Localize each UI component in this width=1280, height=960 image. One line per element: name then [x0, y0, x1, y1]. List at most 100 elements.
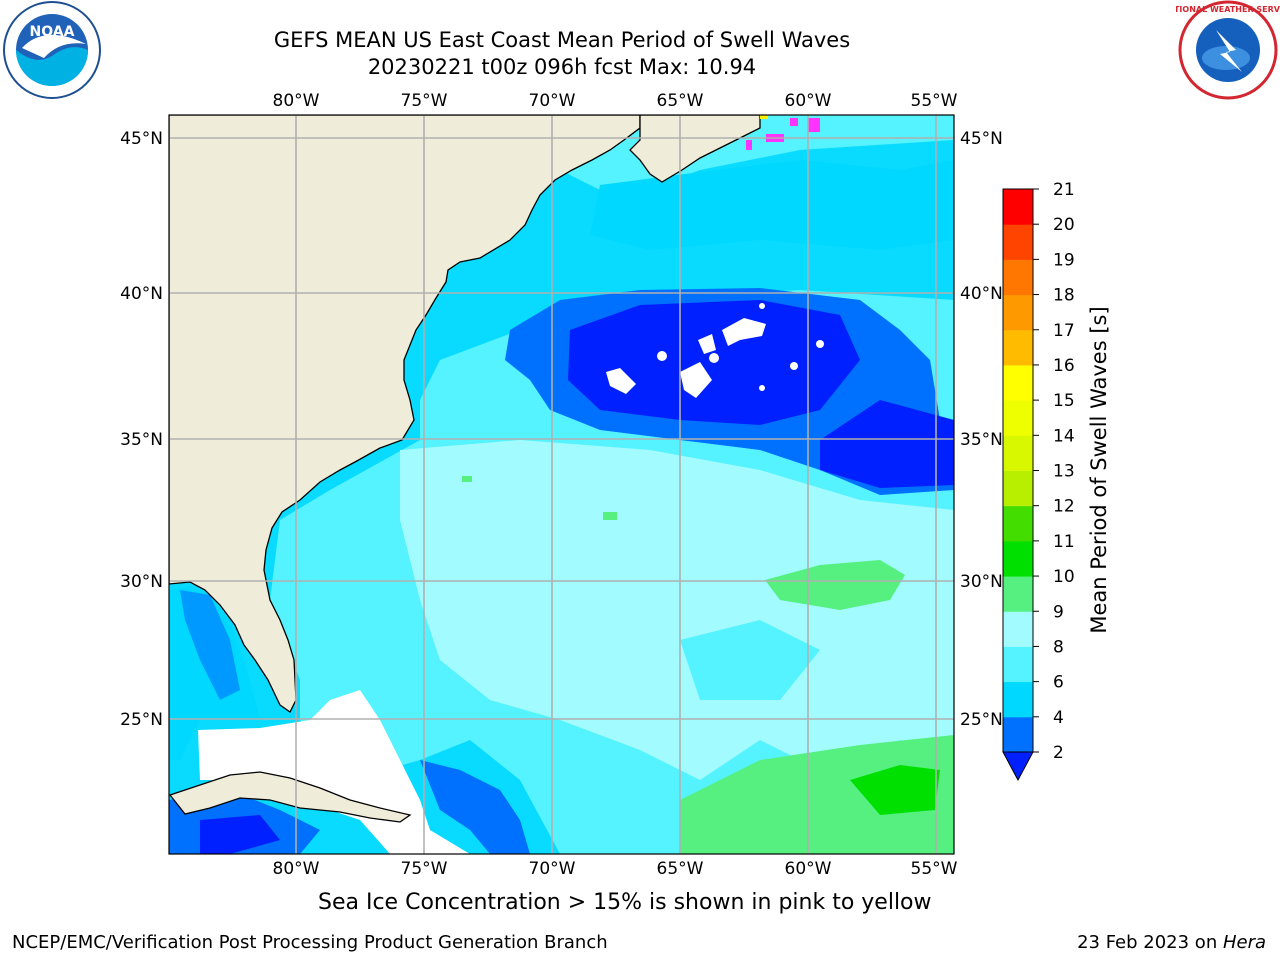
lat-tick-right: 45°N	[960, 129, 1003, 149]
lat-axis: 45°N 40°N 35°N 30°N 25°N 45°N 40°N 35°N …	[120, 129, 1003, 730]
lat-tick-left: 25°N	[120, 710, 163, 730]
field-10-11s-south	[850, 765, 940, 815]
lat-tick-right: 30°N	[960, 572, 1003, 592]
lon-tick-bottom: 55°W	[911, 859, 958, 879]
colorbar-bin	[1003, 681, 1033, 718]
field-blank	[816, 340, 824, 348]
run-date-text: 23 Feb 2023 on	[1077, 932, 1223, 953]
map-field	[169, 115, 954, 854]
field-caribbean-core	[200, 815, 280, 854]
field-blank	[759, 303, 765, 309]
lon-tick-top: 70°W	[529, 91, 576, 111]
colorbar-bin	[1003, 400, 1033, 436]
sea-ice-cell	[790, 118, 798, 126]
colorbar-tick-label: 13	[1053, 462, 1075, 482]
field-8-9s-central	[400, 440, 954, 780]
field-gulf-low	[180, 590, 240, 700]
colorbar-bin	[1003, 576, 1033, 612]
chart-title: GEFS MEAN US East Coast Mean Period of S…	[273, 28, 851, 52]
colorbar-bin	[1003, 435, 1033, 471]
lon-tick-bottom: 60°W	[785, 859, 832, 879]
colorbar-tick-label: 18	[1053, 286, 1075, 306]
lon-tick-bottom: 80°W	[273, 859, 320, 879]
lon-tick-top: 65°W	[657, 91, 704, 111]
colorbar-tick-label: 20	[1053, 215, 1075, 235]
lat-tick-left: 30°N	[120, 572, 163, 592]
colorbar-bin	[1003, 716, 1033, 753]
colorbar-tick-label: 2	[1053, 743, 1064, 763]
colorbar-tick-label: 16	[1053, 356, 1075, 376]
colorbar-label: Mean Period of Swell Waves [s]	[1087, 306, 1111, 633]
sea-ice-cell-yellow	[760, 115, 768, 119]
sea-ice-note: Sea Ice Concentration > 15% is shown in …	[318, 890, 932, 915]
colorbar-extend-triangle	[1002, 751, 1034, 782]
colorbar-bin	[1003, 611, 1033, 647]
lat-tick-left: 45°N	[120, 129, 163, 149]
graticule	[169, 115, 954, 854]
field-9-10s-patch	[765, 560, 905, 610]
colorbar-tick-label: 9	[1053, 602, 1064, 622]
noaa-logo-icon: NOAA	[3, 1, 101, 99]
lon-tick-top: 60°W	[785, 91, 832, 111]
field-blank	[680, 362, 712, 398]
land-cuba	[169, 771, 412, 823]
chart-subtitle: 20230221 t00z 096h fcst Max: 10.94	[367, 55, 757, 79]
colorbar-bin	[1003, 505, 1033, 542]
lon-tick-bottom: 75°W	[401, 859, 448, 879]
colorbar-bin	[1003, 646, 1033, 683]
field-blank	[790, 362, 798, 370]
lat-tick-left: 40°N	[120, 284, 163, 304]
field-blank	[722, 318, 766, 346]
field-blank	[657, 351, 667, 361]
colorbar-tick-label: 19	[1053, 250, 1075, 270]
machine-name: Hera	[1222, 932, 1266, 953]
field-under-2s-east	[820, 400, 954, 488]
colorbar-tick-label: 6	[1053, 673, 1064, 693]
colorbar-tick-label: 11	[1053, 532, 1075, 552]
colorbar-tick-label: 17	[1053, 321, 1075, 341]
lon-axis: 80°W 75°W 70°W 65°W 60°W 55°W 80°W 75°W …	[273, 91, 958, 879]
map-frame	[168, 114, 955, 855]
credit-line: NCEP/EMC/Verification Post Processing Pr…	[12, 932, 608, 953]
lon-tick-top: 80°W	[273, 91, 320, 111]
colorbar-tick-label: 15	[1053, 391, 1075, 411]
sea-ice-cell	[746, 140, 752, 150]
lon-tick-top: 75°W	[401, 91, 448, 111]
run-date: 23 Feb 2023 on Hera	[1077, 932, 1266, 953]
colorbar-bins	[1003, 189, 1033, 753]
lat-tick-left: 35°N	[120, 430, 163, 450]
colorbar-ticks: 2 4 6 8 9 10 11 12 13 14 15 16 17 18 19 20 21	[1033, 180, 1075, 763]
field-blank	[606, 368, 636, 394]
field-bahamas-low	[420, 760, 530, 854]
colorbar-bin	[1003, 540, 1033, 577]
colorbar-bin	[1003, 259, 1033, 296]
colorbar-bin	[1003, 294, 1033, 331]
colorbar-tick-label: 8	[1053, 637, 1064, 657]
field-6-8s-patch	[680, 620, 820, 700]
colorbar-bin	[1003, 364, 1033, 401]
lat-tick-right: 25°N	[960, 710, 1003, 730]
lon-tick-bottom: 70°W	[529, 859, 576, 879]
colorbar-bin	[1003, 329, 1033, 366]
noaa-logo-text: NOAA	[30, 24, 75, 40]
colorbar-tick-label: 4	[1053, 708, 1064, 728]
land-north-america	[169, 115, 641, 713]
colorbar-tick-label: 14	[1053, 426, 1075, 446]
nws-logo-text: NATIONAL WEATHER SERVICE	[1176, 5, 1280, 14]
colorbar-bin	[1003, 470, 1033, 507]
lon-tick-top: 55°W	[911, 91, 958, 111]
colorbar-tick-label: 10	[1053, 567, 1075, 587]
field-blank	[698, 334, 716, 354]
field-9-10s-dot	[603, 512, 617, 520]
field-9-10s-dot	[462, 476, 472, 482]
land-nova-scotia	[629, 115, 761, 183]
field-4-6s-north	[590, 160, 954, 250]
lat-tick-right: 40°N	[960, 284, 1003, 304]
field-blank	[759, 385, 765, 391]
colorbar-bin	[1003, 224, 1033, 260]
sea-ice-cell	[808, 118, 820, 132]
field-9-10s-south	[680, 735, 954, 854]
nws-logo-icon: NATIONAL WEATHER SERVICE	[1176, 0, 1280, 100]
colorbar-bin	[1003, 189, 1033, 225]
